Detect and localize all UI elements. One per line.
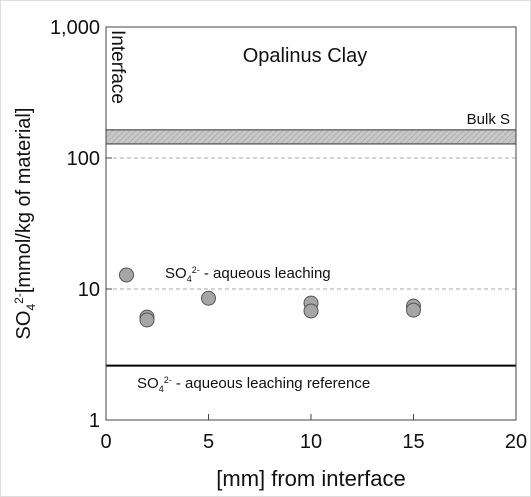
y-axis-label-sup: 2-: [12, 293, 26, 304]
x-tick-label: 20: [505, 431, 527, 453]
leaching-label-sub: 4: [187, 274, 192, 284]
y-axis-label-part: [mmol/kg of material]: [13, 108, 35, 294]
x-axis-label: [mm] from interface: [216, 466, 405, 491]
y-tick-label: 1: [89, 410, 100, 432]
data-point: [201, 290, 216, 306]
y-tick-label: 1,000: [50, 17, 100, 39]
bulk-s-label: Bulk S: [467, 111, 510, 128]
plot-frame: [105, 26, 517, 421]
bulk-s-band: [105, 129, 517, 145]
reference-label-sup: 2-: [164, 375, 172, 385]
y-tick-label: 100: [67, 148, 100, 170]
leaching-label-sup: 2-: [192, 265, 200, 275]
data-point: [119, 267, 134, 283]
leaching-label-part: - aqueous leaching: [200, 265, 331, 282]
y-tick-label: 10: [78, 279, 100, 301]
data-point: [303, 303, 319, 319]
x-tick-label: 15: [402, 431, 424, 453]
reference-label: SO42- - aqueous leaching reference: [137, 375, 370, 394]
x-tick-label: 0: [100, 431, 111, 453]
leaching-label: SO42- - aqueous leaching: [165, 265, 331, 284]
interface-label: Interface: [107, 30, 128, 104]
reference-label-part: SO: [137, 375, 159, 392]
data-point: [406, 302, 421, 318]
y-axis-label-sub: 4: [24, 304, 38, 311]
reference-label-part: - aqueous leaching reference: [172, 375, 370, 392]
chart-title: Opalinus Clay: [243, 45, 368, 67]
reference-label-sub: 4: [159, 384, 164, 394]
leaching-label-part: SO: [165, 265, 187, 282]
y-axis-label: SO42-[mmol/kg of material]: [12, 108, 38, 340]
x-tick-label: 5: [203, 431, 214, 453]
x-tick-label: 10: [300, 431, 322, 453]
data-point: [139, 312, 155, 328]
y-axis-label-part: SO: [13, 311, 35, 340]
